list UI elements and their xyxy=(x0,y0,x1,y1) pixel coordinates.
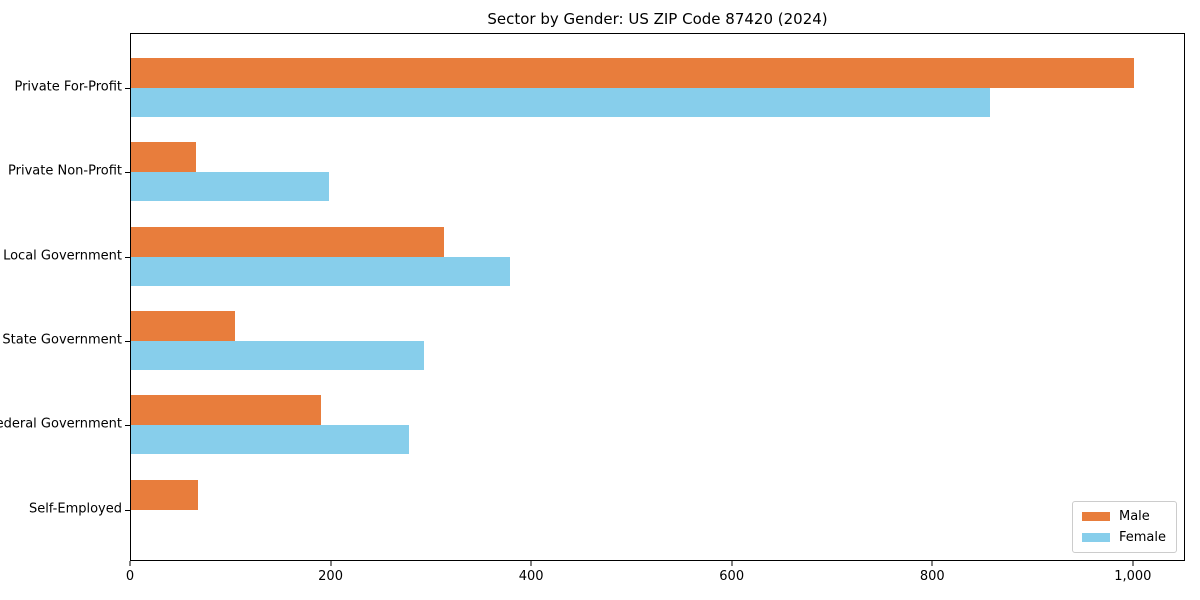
x-tick-mark-1 xyxy=(330,561,332,566)
x-tick-mark-5 xyxy=(1132,561,1134,566)
bar-male-4 xyxy=(131,395,322,426)
x-tick-mark-0 xyxy=(129,561,131,566)
y-tick-label-4: Federal Government xyxy=(0,416,122,432)
legend: Male Female xyxy=(1071,501,1177,553)
y-tick-label-2: Local Government xyxy=(3,248,122,263)
chart-title: Sector by Gender: US ZIP Code 87420 (202… xyxy=(487,10,828,28)
x-tick-label-0: 0 xyxy=(125,569,135,584)
x-tick-label-4: 800 xyxy=(919,569,945,584)
bar-female-4 xyxy=(131,425,410,455)
bar-male-1 xyxy=(131,142,197,173)
y-tick-label-1: Private Non-Profit xyxy=(8,163,122,179)
y-tick-label-0: Private For-Profit xyxy=(14,79,122,95)
y-tick-label-5: Self-Employed xyxy=(28,501,122,517)
x-tick-label-2: 400 xyxy=(518,569,544,584)
bar-female-1 xyxy=(131,172,330,202)
y-tick-mark-4 xyxy=(125,425,130,427)
bar-male-0 xyxy=(131,57,1134,88)
legend-entry-male: Male xyxy=(1081,509,1166,524)
legend-label-male: Male xyxy=(1118,509,1150,524)
x-tick-mark-3 xyxy=(731,561,733,566)
y-tick-mark-3 xyxy=(125,340,130,342)
bar-female-0 xyxy=(131,87,990,117)
y-tick-label-3: State Government xyxy=(2,332,122,348)
x-tick-label-1: 200 xyxy=(318,569,343,584)
x-tick-label-3: 600 xyxy=(719,569,745,584)
bar-male-3 xyxy=(131,310,236,341)
y-tick-mark-2 xyxy=(125,256,130,258)
y-tick-mark-0 xyxy=(125,87,130,89)
y-tick-mark-5 xyxy=(125,509,130,511)
legend-swatch-female-icon xyxy=(1081,533,1110,542)
legend-swatch-male-icon xyxy=(1081,512,1110,521)
x-tick-mark-4 xyxy=(931,561,933,566)
x-tick-mark-2 xyxy=(530,561,532,566)
bar-female-2 xyxy=(131,256,511,286)
legend-label-female: Female xyxy=(1118,530,1166,545)
legend-entry-female: Female xyxy=(1081,530,1166,545)
y-tick-mark-1 xyxy=(125,172,130,174)
plot-area: Male Female xyxy=(125,33,1185,561)
x-axis: 0 200 400 600 800 1,000 xyxy=(126,561,1185,593)
y-axis-labels: Private For-Profit Private Non-Profit Loca… xyxy=(0,33,122,561)
bar-female-3 xyxy=(131,340,425,370)
x-tick-label-5: 1,000 xyxy=(1114,569,1152,584)
bar-male-5 xyxy=(131,479,199,510)
bar-male-2 xyxy=(131,226,445,257)
